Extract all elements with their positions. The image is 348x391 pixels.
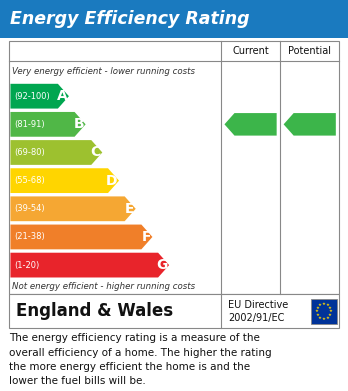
Text: Current: Current — [232, 46, 269, 56]
Text: (1-20): (1-20) — [14, 260, 39, 270]
Text: (39-54): (39-54) — [14, 204, 45, 213]
Text: Potential: Potential — [288, 46, 331, 56]
Polygon shape — [284, 113, 336, 136]
Polygon shape — [10, 196, 136, 221]
Bar — [9, 294, 339, 328]
Polygon shape — [10, 224, 152, 249]
Text: (81-91): (81-91) — [14, 120, 45, 129]
Text: (21-38): (21-38) — [14, 232, 45, 242]
Bar — [310, 299, 337, 324]
Text: ★: ★ — [325, 316, 329, 320]
Text: ★: ★ — [328, 313, 332, 317]
Text: ★: ★ — [315, 313, 319, 317]
Polygon shape — [10, 140, 102, 165]
Text: Not energy efficient - higher running costs: Not energy efficient - higher running co… — [12, 282, 195, 291]
Bar — [9, 41, 339, 294]
Text: (55-68): (55-68) — [14, 176, 45, 185]
Text: F: F — [141, 230, 151, 244]
Text: 86: 86 — [246, 117, 265, 131]
Text: EU Directive
2002/91/EC: EU Directive 2002/91/EC — [228, 300, 288, 323]
Text: ★: ★ — [322, 317, 326, 321]
Text: ★: ★ — [318, 316, 322, 320]
Text: A: A — [56, 89, 67, 103]
Text: The energy efficiency rating is a measure of the
overall efficiency of a home. T: The energy efficiency rating is a measur… — [9, 333, 271, 386]
Text: C: C — [90, 145, 101, 160]
Text: E: E — [125, 202, 134, 216]
Text: ★: ★ — [328, 305, 332, 310]
Text: ★: ★ — [329, 309, 333, 313]
Text: D: D — [106, 174, 117, 188]
Text: Energy Efficiency Rating: Energy Efficiency Rating — [10, 10, 250, 28]
Polygon shape — [10, 253, 169, 278]
Text: ★: ★ — [315, 305, 319, 310]
Text: (69-80): (69-80) — [14, 148, 45, 157]
Polygon shape — [224, 113, 277, 136]
Text: G: G — [156, 258, 167, 272]
Polygon shape — [10, 112, 86, 137]
Text: ★: ★ — [318, 303, 322, 307]
Polygon shape — [10, 84, 69, 109]
Text: 86: 86 — [305, 117, 324, 131]
Text: B: B — [73, 117, 84, 131]
Text: Very energy efficient - lower running costs: Very energy efficient - lower running co… — [12, 67, 195, 76]
Text: ★: ★ — [314, 309, 318, 313]
Text: England & Wales: England & Wales — [16, 302, 173, 320]
Bar — [0, 0, 348, 38]
Text: ★: ★ — [325, 303, 329, 307]
Text: (92-100): (92-100) — [14, 91, 50, 101]
Polygon shape — [10, 168, 119, 193]
Text: ★: ★ — [322, 302, 326, 306]
